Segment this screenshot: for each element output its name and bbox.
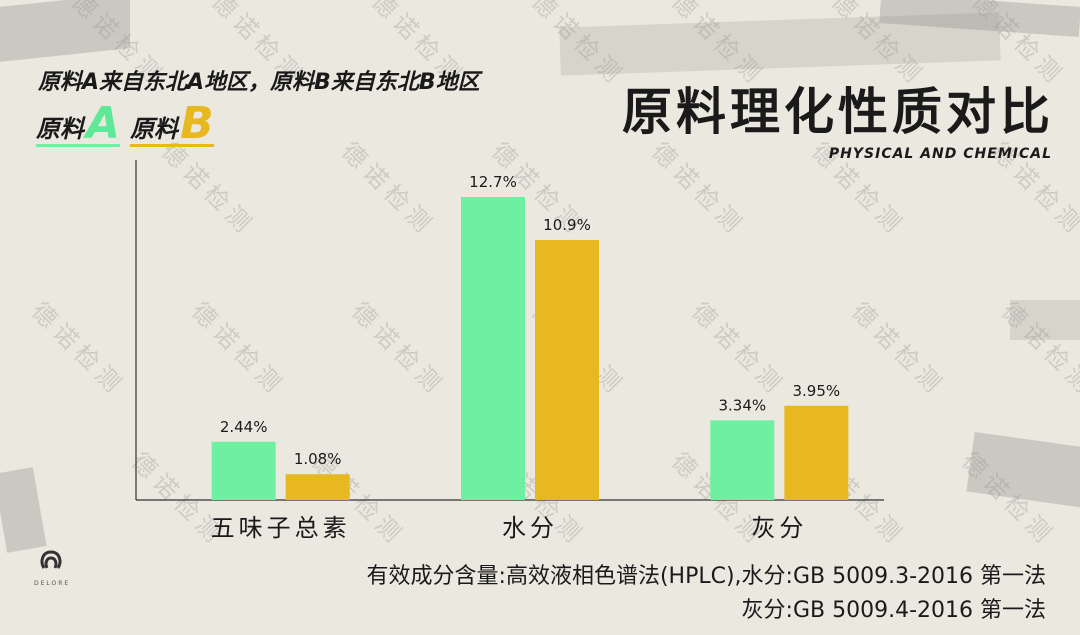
method-note-1: 有效成分含量:高效液相色谱法(HPLC),水分:GB 5009.3-2016 第… <box>366 564 1046 589</box>
legend: 原料 A 原料 B <box>36 98 214 149</box>
legend-letter-a: A <box>86 98 121 149</box>
delore-logo-icon <box>40 550 62 569</box>
bar-b <box>784 405 849 500</box>
page-title-en: PHYSICAL AND CHEMICAL <box>828 146 1052 162</box>
bar-a <box>461 197 525 500</box>
x-tick-label: 水分 <box>502 514 558 542</box>
x-tick-label: 五味子总素 <box>211 514 351 542</box>
legend-label-a: 原料 <box>36 115 84 143</box>
data-label: 12.7% <box>469 173 517 191</box>
bar-a <box>710 420 775 500</box>
data-label: 3.95% <box>793 382 841 400</box>
data-label: 1.08% <box>294 450 342 468</box>
bar-a <box>211 441 276 500</box>
legend-letter-b: B <box>180 98 214 149</box>
logo-text: DELORE <box>34 580 71 587</box>
data-label: 2.44% <box>220 418 268 436</box>
data-label: 3.34% <box>719 396 767 414</box>
bar-b <box>285 474 350 500</box>
x-tick-label: 灰分 <box>751 514 807 542</box>
data-label: 10.9% <box>543 216 591 234</box>
legend-label-b: 原料 <box>130 115 179 143</box>
legend-item-b: 原料 B <box>130 98 214 149</box>
legend-item-a: 原料 A <box>36 98 121 149</box>
method-note-2: 灰分:GB 5009.4-2016 第一法 <box>741 598 1046 623</box>
bar-b <box>535 239 599 500</box>
subtitle: 原料A来自东北A地区，原料B来自东北B地区 <box>38 70 480 95</box>
tape-decoration <box>1010 300 1080 340</box>
page-title: 原料理化性质对比 <box>622 83 1054 141</box>
